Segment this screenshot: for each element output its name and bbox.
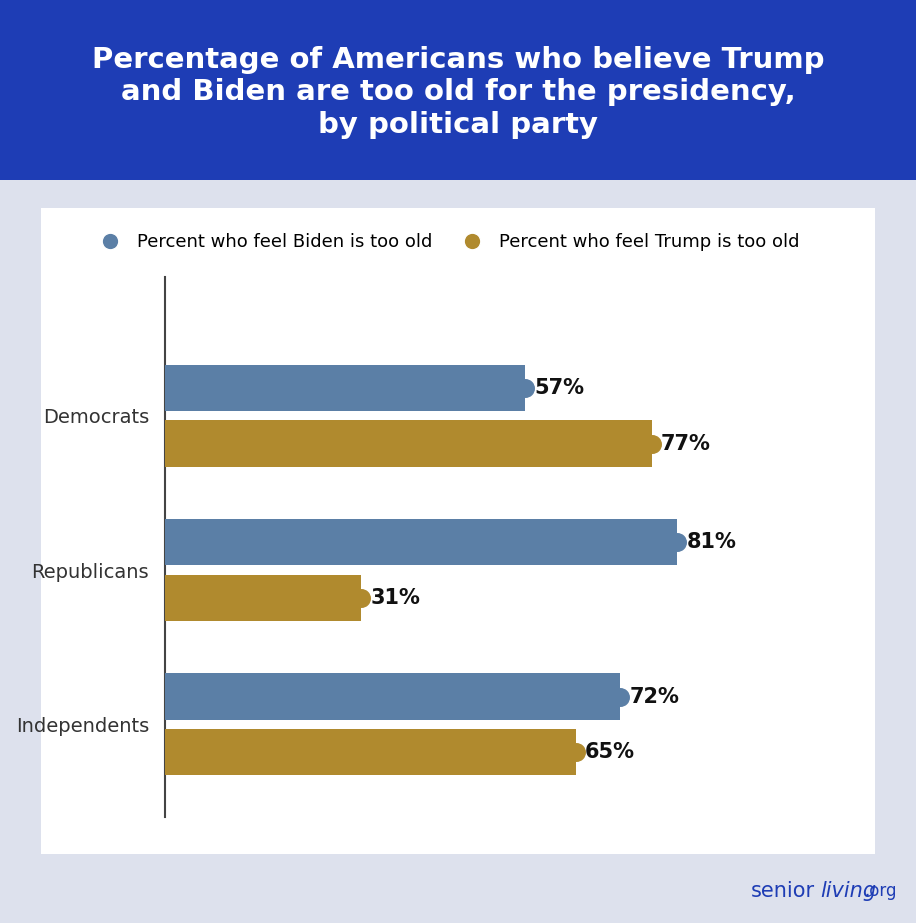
Bar — [165, 519, 677, 566]
Bar — [165, 420, 651, 467]
Text: 57%: 57% — [535, 378, 584, 398]
Text: 72%: 72% — [629, 687, 680, 706]
Bar — [165, 729, 576, 775]
Legend: Percent who feel Biden is too old, Percent who feel Trump is too old: Percent who feel Biden is too old, Perce… — [84, 226, 807, 258]
Text: 31%: 31% — [370, 588, 420, 607]
Text: .org: .org — [864, 881, 896, 900]
Text: 81%: 81% — [686, 533, 736, 552]
Text: 65%: 65% — [585, 742, 635, 762]
Text: 77%: 77% — [661, 434, 711, 453]
Text: senior: senior — [751, 881, 815, 901]
Bar — [165, 674, 620, 720]
Text: Percentage of Americans who believe Trump
and Biden are too old for the presiden: Percentage of Americans who believe Trum… — [92, 46, 824, 138]
Bar — [165, 365, 525, 411]
Text: living: living — [820, 881, 876, 901]
FancyBboxPatch shape — [25, 195, 891, 867]
Bar — [165, 575, 361, 621]
